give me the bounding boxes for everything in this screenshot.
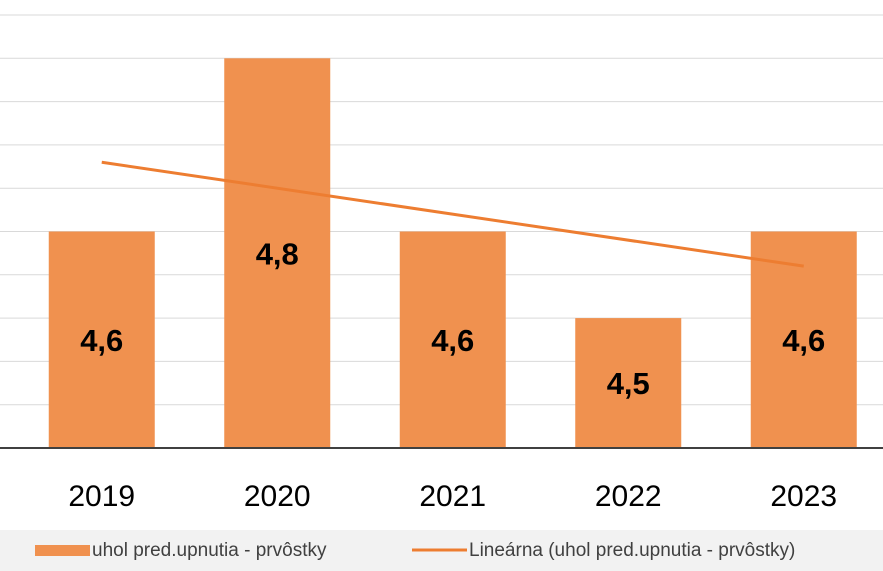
data-label: 4,5 [607, 366, 650, 401]
x-tick-label: 2023 [770, 480, 837, 513]
legend-label: Lineárna (uhol pred.upnutia - prvôstky) [469, 540, 795, 561]
bar [48, 231, 155, 448]
bar [399, 231, 506, 448]
x-tick-label: 2021 [419, 480, 486, 513]
x-tick-label: 2020 [244, 480, 311, 513]
data-label: 4,6 [431, 323, 474, 358]
bar [224, 58, 331, 449]
trendline [101, 160, 804, 268]
data-label: 4,6 [80, 323, 123, 358]
bar [575, 318, 682, 448]
data-label: 4,6 [782, 323, 825, 358]
legend-label: uhol pred.upnutia - prvôstky [92, 540, 327, 561]
bar [750, 231, 857, 448]
x-tick-label: 2022 [595, 480, 662, 513]
x-tick-label: 2019 [68, 480, 135, 513]
data-label: 4,8 [256, 236, 299, 271]
legend-swatch [35, 545, 90, 556]
